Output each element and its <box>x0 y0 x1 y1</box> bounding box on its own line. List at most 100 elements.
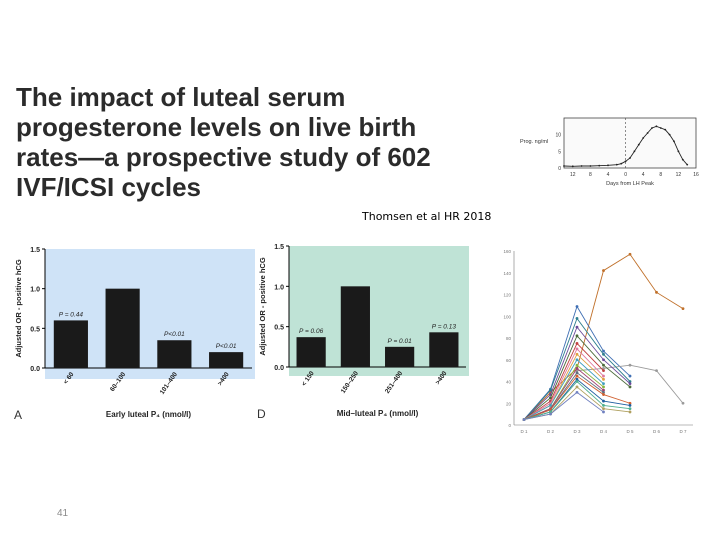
y-tick-label: 160 <box>503 249 511 254</box>
slide-number: 41 <box>57 508 69 519</box>
y-tick-label: 0.5 <box>30 326 40 333</box>
p-value-label: P<0.01 <box>216 343 237 350</box>
inset-point <box>664 128 667 131</box>
bar <box>296 337 326 367</box>
inset-point <box>655 125 658 128</box>
y-tick-label: 0 <box>508 423 511 428</box>
progesterone-cycle-inset-chart: 0 5 10 12 8 4 0 4 8 12 16 Days from LH Peak Prog. ng… <box>520 117 699 187</box>
inset-point <box>677 150 680 153</box>
p-value-label: P<0.01 <box>164 331 185 338</box>
y-tick-label: 1.0 <box>30 287 40 294</box>
x-tick-label: D 3 <box>573 429 581 434</box>
bar <box>385 346 415 367</box>
progesterone-line-chart: 0 20 40 60 80 100 120 140 160 D 1 D 2 D 3 D 4 D 5 D 6 D… <box>503 249 693 434</box>
p-value-label: P = 0.44 <box>59 311 84 318</box>
inset-point <box>580 165 583 167</box>
series-line <box>576 364 684 404</box>
inset-point <box>629 157 631 159</box>
series-line <box>523 375 631 420</box>
x-axis-label: Early luteal P₄ (nmol/l) <box>106 410 192 419</box>
y-tick-label: 100 <box>503 314 511 319</box>
series-line <box>523 317 631 420</box>
series-point <box>628 407 632 411</box>
x-tick-label: D 7 <box>679 429 687 434</box>
inset-point <box>686 163 689 166</box>
inset-point <box>646 132 649 134</box>
y-tick-label: 140 <box>503 271 511 276</box>
panel-letter: D <box>257 407 266 421</box>
y-tick-label: 20 <box>506 401 512 406</box>
inset-point <box>620 162 623 165</box>
y-axis-label: Adjusted OR - positive hCG <box>14 259 23 358</box>
inset-frame <box>563 117 697 169</box>
bar <box>429 332 459 367</box>
x-tick-label: D 2 <box>547 429 555 434</box>
inset-point <box>563 165 565 167</box>
inset-point <box>637 143 640 146</box>
inset-x-tick-label: 12 <box>676 172 682 178</box>
inset-x-tick-label: 8 <box>659 172 662 178</box>
bar <box>340 286 370 367</box>
inset-point <box>651 127 653 129</box>
series-point <box>628 404 632 407</box>
inset-point <box>571 165 574 168</box>
y-tick-label: 60 <box>506 358 512 363</box>
series-line <box>523 305 631 420</box>
x-tick-label: D 6 <box>653 429 661 434</box>
inset-x-tick-label: 4 <box>607 172 610 178</box>
inset-point <box>668 133 671 136</box>
inset-y-label: Prog. ng/ml <box>520 139 548 145</box>
inset-x-tick-label: 4 <box>642 172 645 178</box>
y-tick-label: 0.0 <box>30 366 40 373</box>
citation: Thomsen et al HR 2018 <box>362 210 492 223</box>
series-point <box>628 410 632 414</box>
title-line: The impact of luteal serum <box>16 82 346 112</box>
y-tick-label: 1.5 <box>274 244 284 251</box>
y-tick-label: 0.0 <box>274 365 284 372</box>
x-tick-label: D 5 <box>626 429 634 434</box>
inset-y-tick-label: 10 <box>555 133 561 139</box>
series-point <box>522 418 526 421</box>
inset-point <box>659 127 662 129</box>
inset-point <box>673 140 675 143</box>
inset-point <box>681 158 684 161</box>
inset-point <box>615 163 618 166</box>
title-line: rates—a prospective study of 602 <box>16 142 431 172</box>
y-tick-label: 120 <box>503 293 511 298</box>
series-line <box>523 348 604 420</box>
inset-x-tick-label: 0 <box>624 172 627 178</box>
inset-y-tick-label: 5 <box>558 149 561 155</box>
title-line: progesterone levels on live birth <box>16 112 417 142</box>
p-value-label: P = 0.06 <box>299 328 324 335</box>
series-line <box>523 342 604 420</box>
x-tick-label: D 4 <box>600 429 608 434</box>
inset-point <box>607 164 609 167</box>
series-line <box>523 335 631 420</box>
y-tick-label: 0.5 <box>274 325 284 332</box>
bar <box>157 340 192 368</box>
bar <box>209 352 244 368</box>
inset-point <box>598 164 601 167</box>
inset-y-tick-label: 0 <box>558 166 561 172</box>
inset-x-label: Days from LH Peak <box>606 181 654 187</box>
series-line <box>523 326 631 420</box>
inset-point <box>642 137 645 139</box>
y-axis-label: Adjusted OR - positive hCG <box>258 257 267 356</box>
inset-point <box>589 165 592 167</box>
inset-point <box>624 160 627 163</box>
p-value-label: P = 0.01 <box>388 338 413 345</box>
p-value-label: P = 0.13 <box>432 323 457 330</box>
panel-letter: A <box>14 408 22 422</box>
y-tick-label: 1.5 <box>30 247 40 254</box>
y-tick-label: 80 <box>506 336 512 341</box>
inset-x-tick-label: 16 <box>693 172 699 178</box>
inset-point <box>633 150 636 153</box>
series-line <box>523 380 631 420</box>
bar <box>105 288 140 368</box>
series-line <box>523 367 604 420</box>
y-tick-label: 1.0 <box>274 284 284 291</box>
x-tick-label: D 1 <box>520 429 528 434</box>
series-line <box>523 359 604 420</box>
